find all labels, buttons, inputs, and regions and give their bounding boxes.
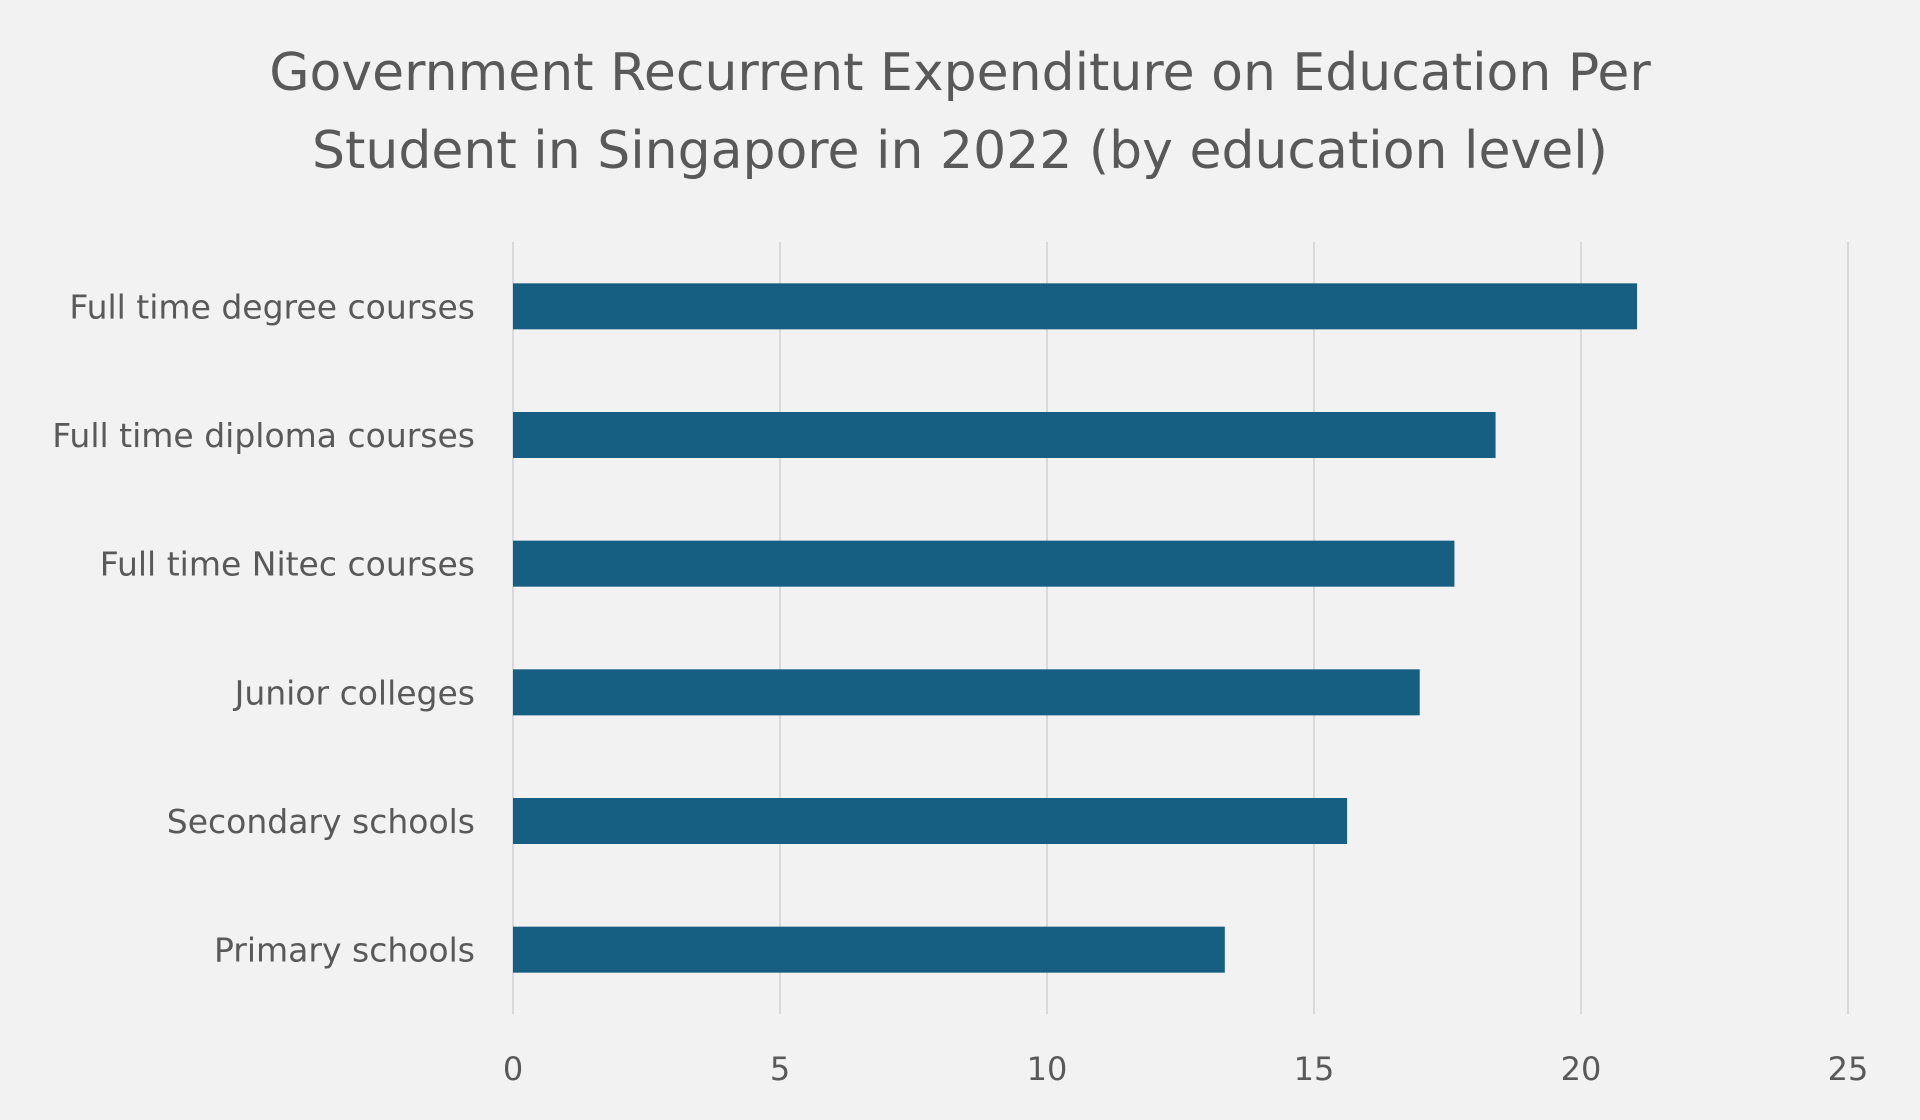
bar-secondary-schools — [513, 798, 1348, 844]
category-label: Junior colleges — [233, 673, 475, 712]
x-tick-label-15: 15 — [1294, 1050, 1335, 1088]
x-tick-label-25: 25 — [1828, 1050, 1869, 1088]
category-label: Secondary schools — [167, 802, 475, 841]
category-label: Full time degree courses — [69, 287, 475, 326]
category-label: Full time diploma courses — [52, 416, 475, 455]
bar-junior-colleges — [513, 669, 1420, 716]
bar-full-time-nitec-courses — [513, 540, 1455, 587]
bar-primary-schools — [513, 926, 1225, 973]
chart-title: Government Recurrent Expenditure on Educ… — [269, 43, 1651, 181]
x-tick-label-10: 10 — [1027, 1050, 1068, 1088]
category-label: Full time Nitec courses — [100, 545, 475, 584]
bar-full-time-diploma-courses — [513, 412, 1496, 458]
category-label: Primary schools — [214, 931, 475, 970]
x-tick-label-20: 20 — [1561, 1050, 1602, 1088]
bar-full-time-degree-courses — [513, 283, 1638, 330]
x-tick-label-5: 5 — [770, 1050, 790, 1088]
x-tick-label-0: 0 — [503, 1050, 523, 1088]
